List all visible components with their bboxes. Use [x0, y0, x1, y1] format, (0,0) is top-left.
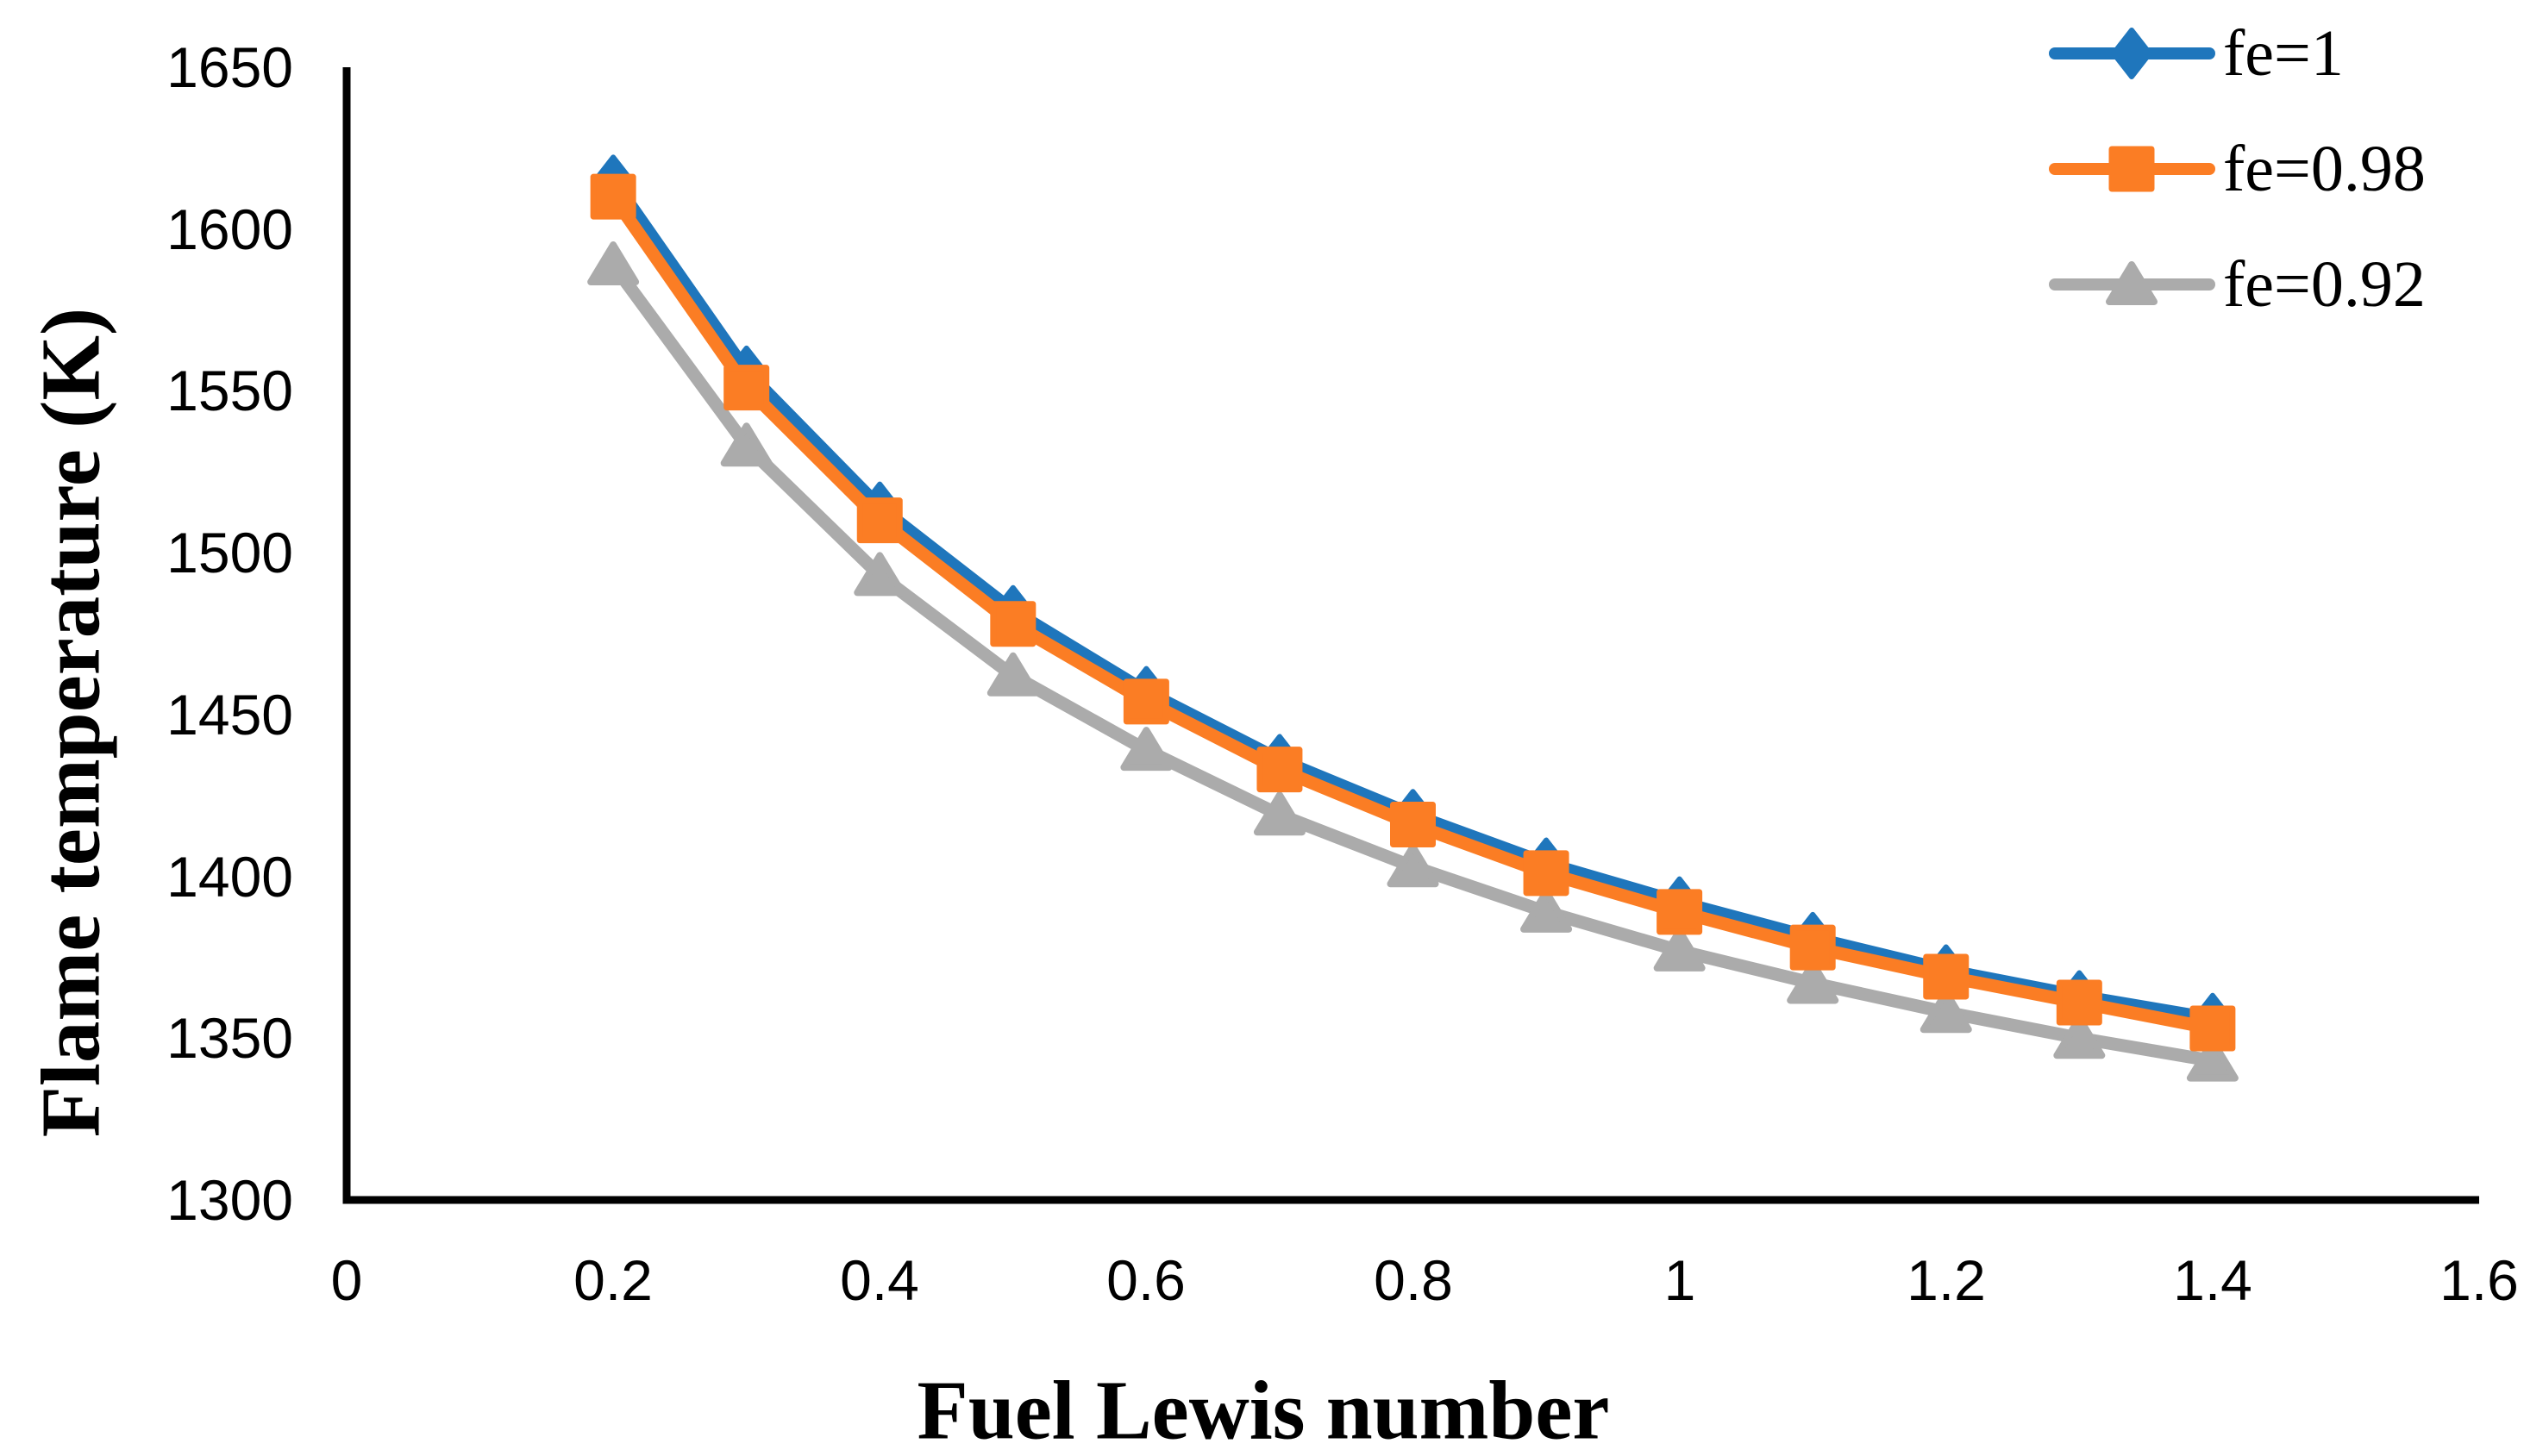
x-tick-label: 1.4 — [2173, 1248, 2252, 1312]
series-marker-fe=0.98 — [1523, 850, 1569, 897]
series-marker-fe=0.92 — [1787, 959, 1839, 1004]
x-tick-label: 0 — [330, 1248, 363, 1312]
x-tick-label: 0.8 — [1374, 1248, 1453, 1312]
legend-label-fe-0-98: fe=0.98 — [2223, 133, 2426, 205]
x-tick-label: 1 — [1663, 1248, 1696, 1312]
y-tick-label: 1400 — [166, 845, 293, 909]
y-tick-label: 1300 — [166, 1168, 293, 1232]
series-marker-fe=0.92 — [1120, 727, 1173, 772]
series-marker-fe=0.92 — [2053, 1015, 2106, 1059]
y-tick-label: 1600 — [166, 197, 293, 261]
series-marker-fe=0.92 — [986, 652, 1039, 697]
x-tick-label: 0.4 — [840, 1248, 919, 1312]
series-marker-fe=0.98 — [2056, 979, 2102, 1026]
y-tick-label: 1450 — [166, 683, 293, 747]
y-tick-label: 1500 — [166, 521, 293, 584]
legend-label-fe-0-92: fe=0.92 — [2223, 248, 2426, 321]
series-marker-fe=0.98 — [1657, 889, 1703, 935]
series-marker-fe=0.98 — [1923, 953, 1970, 1000]
y-tick-label: 1550 — [166, 359, 293, 422]
series-marker-fe=0.98 — [1789, 924, 1836, 971]
series-marker-fe=0.92 — [854, 552, 906, 597]
series-line-fe=0.98 — [606, 190, 2220, 1035]
legend-marker-fe=1 — [2111, 28, 2152, 79]
x-tick-label: 1.6 — [2439, 1248, 2519, 1312]
series-marker-fe=0.98 — [1256, 747, 1303, 793]
series-marker-fe=0.98 — [856, 497, 903, 544]
legend-label-fe-1: fe=1 — [2223, 17, 2344, 90]
x-tick-label: 1.2 — [1907, 1248, 1986, 1312]
series-marker-fe=0.98 — [1123, 678, 1169, 725]
y-tick-label: 1650 — [166, 35, 293, 99]
series-marker-fe=0.92 — [1653, 927, 1706, 972]
series-marker-fe=0.92 — [1920, 989, 1972, 1034]
series-marker-fe=0.98 — [590, 173, 636, 220]
series-line-fe=1 — [606, 173, 2220, 1026]
series-marker-fe=0.98 — [1390, 802, 1436, 848]
series-marker-fe=0.92 — [1520, 888, 1573, 933]
legend-marker-fe=0.98 — [2108, 146, 2155, 192]
series-marker-fe=0.92 — [2186, 1037, 2239, 1082]
series-marker-fe=0.98 — [2189, 1005, 2236, 1052]
series-marker-fe=0.92 — [1253, 791, 1306, 836]
y-axis-title: Flame temperature (K) — [24, 307, 117, 1138]
x-tick-label: 0.2 — [573, 1248, 653, 1312]
legend-marker-fe=0.92 — [2106, 261, 2158, 305]
series-marker-fe=0.98 — [723, 365, 770, 411]
y-tick-label: 1350 — [166, 1006, 293, 1070]
series-marker-fe=0.92 — [1387, 843, 1439, 888]
x-tick-label: 0.6 — [1106, 1248, 1186, 1312]
axis-lines — [342, 67, 2479, 1204]
series-marker-fe=0.92 — [720, 422, 773, 467]
series-line-fe=0.92 — [606, 258, 2220, 1068]
series-marker-fe=0.92 — [587, 241, 640, 286]
series-marker-fe=0.98 — [990, 601, 1037, 647]
x-axis-title: Fuel Lewis number — [917, 1364, 1610, 1456]
